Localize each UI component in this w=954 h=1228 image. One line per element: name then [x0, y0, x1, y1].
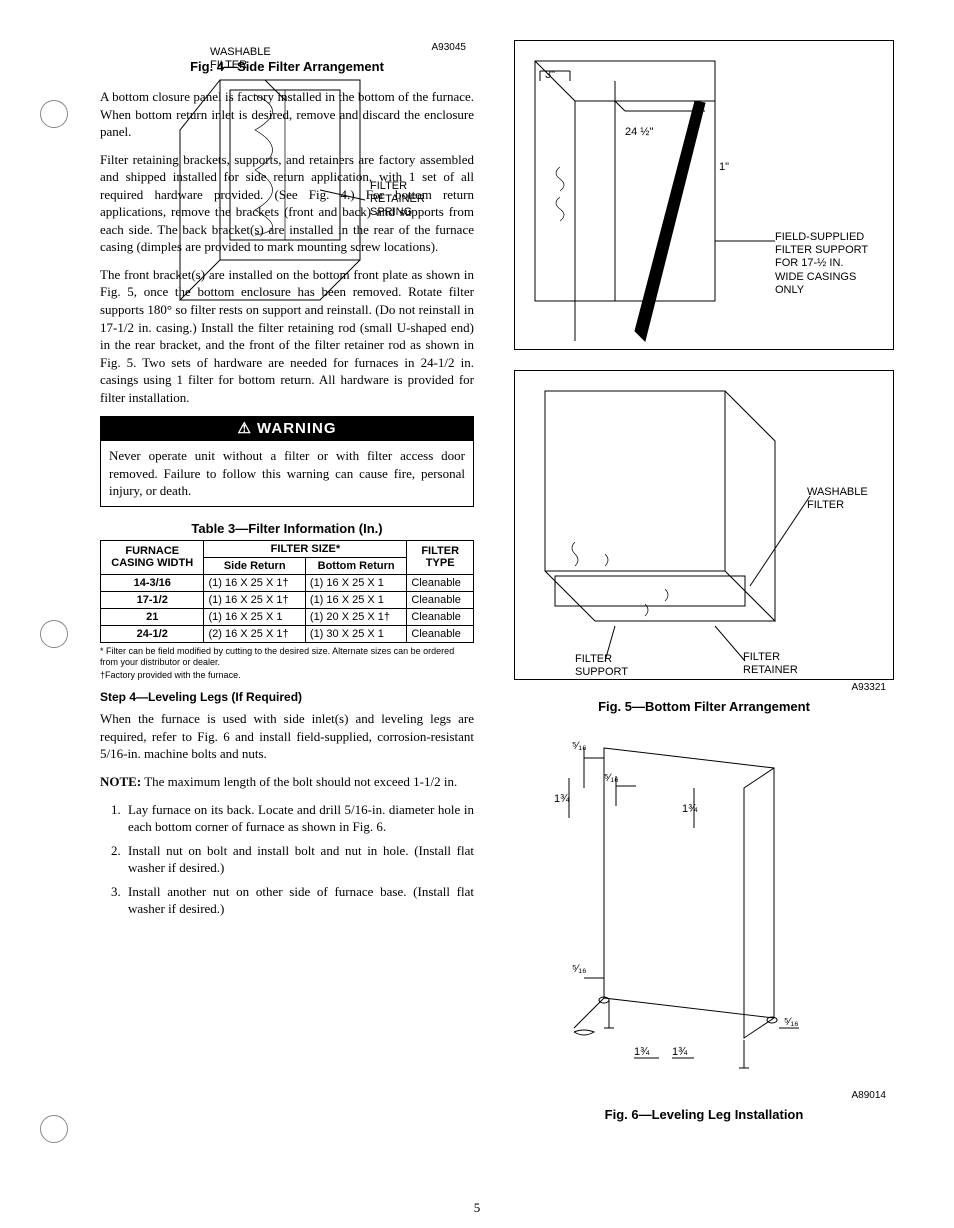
table-row: 14-3/16 (1) 16 X 25 X 1† (1) 16 X 25 X 1… — [101, 574, 474, 591]
fig5-dim3: 3" — [545, 69, 555, 82]
table-foot2: †Factory provided with the furnace. — [100, 670, 474, 681]
table-foot1: * Filter can be field modified by cuttin… — [100, 646, 474, 668]
step4-note: NOTE: The maximum length of the bolt sho… — [100, 773, 474, 791]
fig6-d2: 1¾ — [554, 793, 569, 806]
fig5-support: FILTER SUPPORT — [575, 653, 628, 679]
fig6-d4: 1¾ — [682, 803, 697, 816]
fig6-d1: ⁵⁄₁₆ — [572, 740, 587, 753]
fig5b-drawing — [515, 371, 893, 679]
list-item: Install nut on bolt and install bolt and… — [124, 842, 474, 877]
fig5-top: 3" 24 ½" 1" FIELD-SUPPLIED FILTER SUPPOR… — [514, 40, 894, 350]
hole-mark — [40, 100, 68, 128]
fig5-field: FIELD-SUPPLIED FILTER SUPPORT FOR 17-½ I… — [775, 231, 868, 297]
warning-title: ⚠ WARNING — [100, 416, 474, 440]
fig6-d6: 1¾ — [634, 1046, 649, 1059]
table-row: 24-1/2 (2) 16 X 25 X 1† (1) 30 X 25 X 1 … — [101, 625, 474, 642]
page-number: 5 — [0, 1200, 954, 1216]
fig5a-drawing — [515, 41, 893, 349]
fig5-bottom: WASHABLE FILTER FILTER RETAINER FILTER S… — [514, 370, 894, 680]
th-size: FILTER SIZE* — [204, 540, 407, 557]
th-type: FILTER TYPE — [407, 540, 474, 574]
fig5-dim1: 1" — [719, 161, 729, 174]
th-casing: FURNACE CASING WIDTH — [101, 540, 204, 574]
fig5-dim24: 24 ½" — [625, 126, 653, 139]
fig5-washable: WASHABLE FILTER — [807, 486, 868, 512]
fig6-d3: ⁵⁄₁₆ — [604, 772, 619, 785]
fig6-d8: ⁵⁄₁₆ — [784, 1016, 799, 1029]
table-row: 21 (1) 16 X 25 X 1 (1) 20 X 25 X 1† Clea… — [101, 608, 474, 625]
hole-mark — [40, 1115, 68, 1143]
th-bottom: Bottom Return — [305, 557, 406, 574]
table-row: 17-1/2 (1) 16 X 25 X 1† (1) 16 X 25 X 1 … — [101, 591, 474, 608]
filter-table: FURNACE CASING WIDTH FILTER SIZE* FILTER… — [100, 540, 474, 643]
warning-body: Never operate unit without a filter or w… — [100, 440, 474, 507]
fig4-label-retainer: FILTER RETAINER SPRING — [370, 180, 425, 220]
fig5-code: A93321 — [514, 682, 886, 693]
fig6-code: A89014 — [514, 1090, 886, 1101]
step4-list: Lay furnace on its back. Locate and dril… — [124, 801, 474, 918]
step4-para: When the furnace is used with side inlet… — [100, 710, 474, 763]
list-item: Lay furnace on its back. Locate and dril… — [124, 801, 474, 836]
list-item: Install another nut on other side of fur… — [124, 883, 474, 918]
fig6-d7: 1¾ — [672, 1046, 687, 1059]
fig6-caption: Fig. 6—Leveling Leg Installation — [514, 1107, 894, 1122]
figure-6: ⁵⁄₁₆ 1¾ ⁵⁄₁₆ 1¾ ⁵⁄₁₆ 1¾ 1¾ ⁵⁄₁₆ — [514, 728, 894, 1088]
hole-mark — [40, 620, 68, 648]
step4-heading: Step 4—Leveling Legs (If Required) — [100, 690, 474, 704]
fig6-d5: ⁵⁄₁₆ — [572, 963, 587, 976]
fig6-drawing — [514, 728, 894, 1078]
fig4-label-washable: WASHABLE FILTER — [210, 46, 271, 72]
fig5-retainer: FILTER RETAINER — [743, 651, 798, 677]
table-caption: Table 3—Filter Information (In.) — [100, 521, 474, 536]
th-side: Side Return — [204, 557, 305, 574]
fig5-caption: Fig. 5—Bottom Filter Arrangement — [514, 699, 894, 714]
